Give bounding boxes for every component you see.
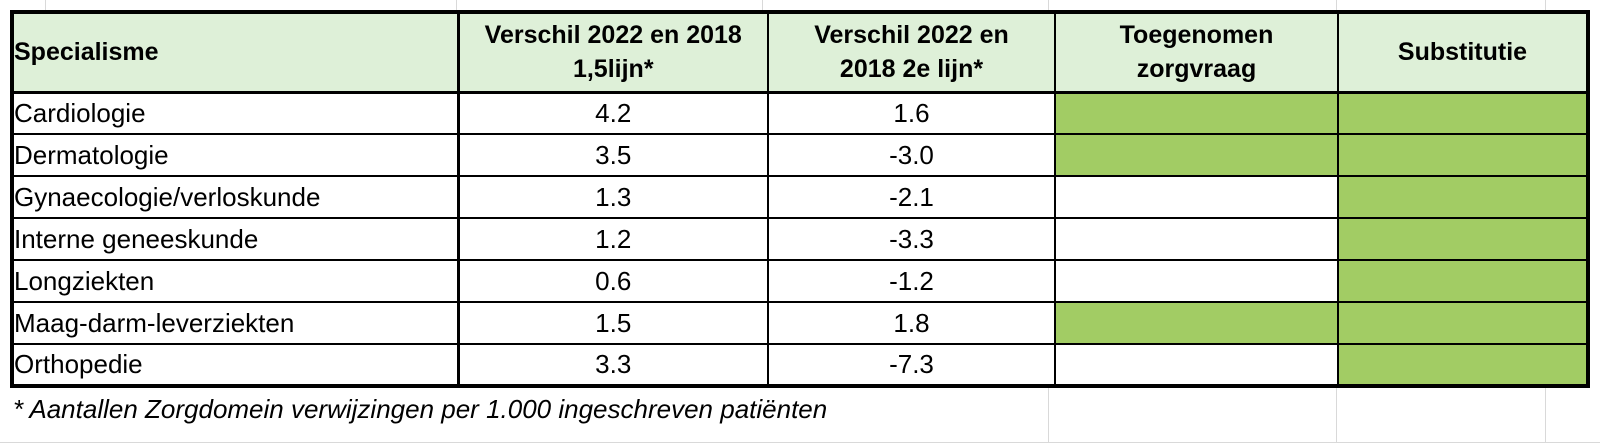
verschil-15lijn-cell: 1.2 (457, 217, 769, 261)
sheet-gridline (1048, 388, 1049, 442)
toegenomen-zorgvraag-flag-cell (1054, 91, 1339, 135)
footnote: * Aantallen Zorgdomein verwijzingen per … (13, 394, 828, 424)
substitutie-flag-cell (1337, 91, 1589, 135)
verschil-15lijn-cell: 1.3 (457, 175, 769, 219)
header-line: 2018 2e lijn* (839, 55, 984, 84)
toegenomen-zorgvraag-flag-cell (1054, 259, 1339, 303)
header-line: Substitutie (1397, 38, 1528, 67)
specialisme-cell: Interne geneeskunde (11, 217, 460, 261)
specialisme-cell: Orthopedie (11, 343, 460, 387)
substitutie-flag-cell (1337, 133, 1589, 177)
verschil-15lijn-cell: 1.5 (457, 301, 769, 345)
toegenomen-zorgvraag-flag-cell (1054, 133, 1339, 177)
verschil-2elijn-cell: 1.6 (767, 91, 1056, 135)
sheet-gridline (0, 442, 1600, 443)
substitutie-flag-cell (1337, 259, 1589, 303)
column-header-toegenomen-zorgvraag: Toegenomen zorgvraag (1054, 11, 1339, 94)
specialisme-table: Specialisme Verschil 2022 en 2018 1,5lij… (10, 10, 1590, 388)
table-row: Cardiologie 4.2 1.6 (11, 91, 1589, 135)
header-line: Specialisme (14, 38, 159, 67)
specialisme-cell: Longziekten (11, 259, 460, 303)
header-line: Verschil 2022 en 2018 (484, 21, 742, 50)
verschil-2elijn-cell: -3.0 (767, 133, 1056, 177)
verschil-2elijn-cell: -3.3 (767, 217, 1056, 261)
sheet-gridline (1545, 388, 1546, 442)
table-row: Gynaecologie/verloskunde 1.3 -2.1 (11, 175, 1589, 219)
toegenomen-zorgvraag-flag-cell (1054, 343, 1339, 387)
specialisme-cell: Cardiologie (11, 91, 460, 135)
toegenomen-zorgvraag-flag-cell (1054, 217, 1339, 261)
column-header-verschil-15lijn: Verschil 2022 en 2018 1,5lijn* (457, 11, 769, 94)
verschil-2elijn-cell: -1.2 (767, 259, 1056, 303)
sheet-gridline (1545, 0, 1546, 10)
header-line: Toegenomen (1119, 21, 1274, 50)
substitutie-flag-cell (1337, 217, 1589, 261)
table-row: Orthopedie 3.3 -7.3 (11, 343, 1589, 387)
verschil-2elijn-cell: -7.3 (767, 343, 1056, 387)
specialisme-cell: Maag-darm-leverziekten (11, 301, 460, 345)
column-header-substitutie: Substitutie (1337, 11, 1589, 94)
header-row: Specialisme Verschil 2022 en 2018 1,5lij… (11, 11, 1589, 94)
table-row: Interne geneeskunde 1.2 -3.3 (11, 217, 1589, 261)
verschil-2elijn-cell: -2.1 (767, 175, 1056, 219)
header-line: Verschil 2022 en (814, 21, 1009, 50)
verschil-2elijn-cell: 1.8 (767, 301, 1056, 345)
column-header-specialisme: Specialisme (11, 11, 460, 94)
substitutie-flag-cell (1337, 301, 1589, 345)
toegenomen-zorgvraag-flag-cell (1054, 175, 1339, 219)
sheet-gridline (1336, 388, 1337, 442)
table-row: Dermatologie 3.5 -3.0 (11, 133, 1589, 177)
toegenomen-zorgvraag-flag-cell (1054, 301, 1339, 345)
specialisme-cell: Dermatologie (11, 133, 460, 177)
column-header-verschil-2elijn: Verschil 2022 en 2018 2e lijn* (767, 11, 1056, 94)
sheet-gridline (456, 0, 457, 10)
verschil-15lijn-cell: 0.6 (457, 259, 769, 303)
substitutie-flag-cell (1337, 343, 1589, 387)
specialisme-cell: Gynaecologie/verloskunde (11, 175, 460, 219)
table-row: Maag-darm-leverziekten 1.5 1.8 (11, 301, 1589, 345)
header-line: 1,5lijn* (572, 55, 654, 84)
verschil-15lijn-cell: 3.3 (457, 343, 769, 387)
verschil-15lijn-cell: 3.5 (457, 133, 769, 177)
header-line: zorgvraag (1136, 55, 1257, 84)
sheet-gridline (1336, 0, 1337, 10)
sheet-gridline (45, 0, 46, 10)
verschil-15lijn-cell: 4.2 (457, 91, 769, 135)
sheet-gridline (762, 0, 763, 10)
table-row: Longziekten 0.6 -1.2 (11, 259, 1589, 303)
substitutie-flag-cell (1337, 175, 1589, 219)
sheet-gridline (1048, 0, 1049, 10)
